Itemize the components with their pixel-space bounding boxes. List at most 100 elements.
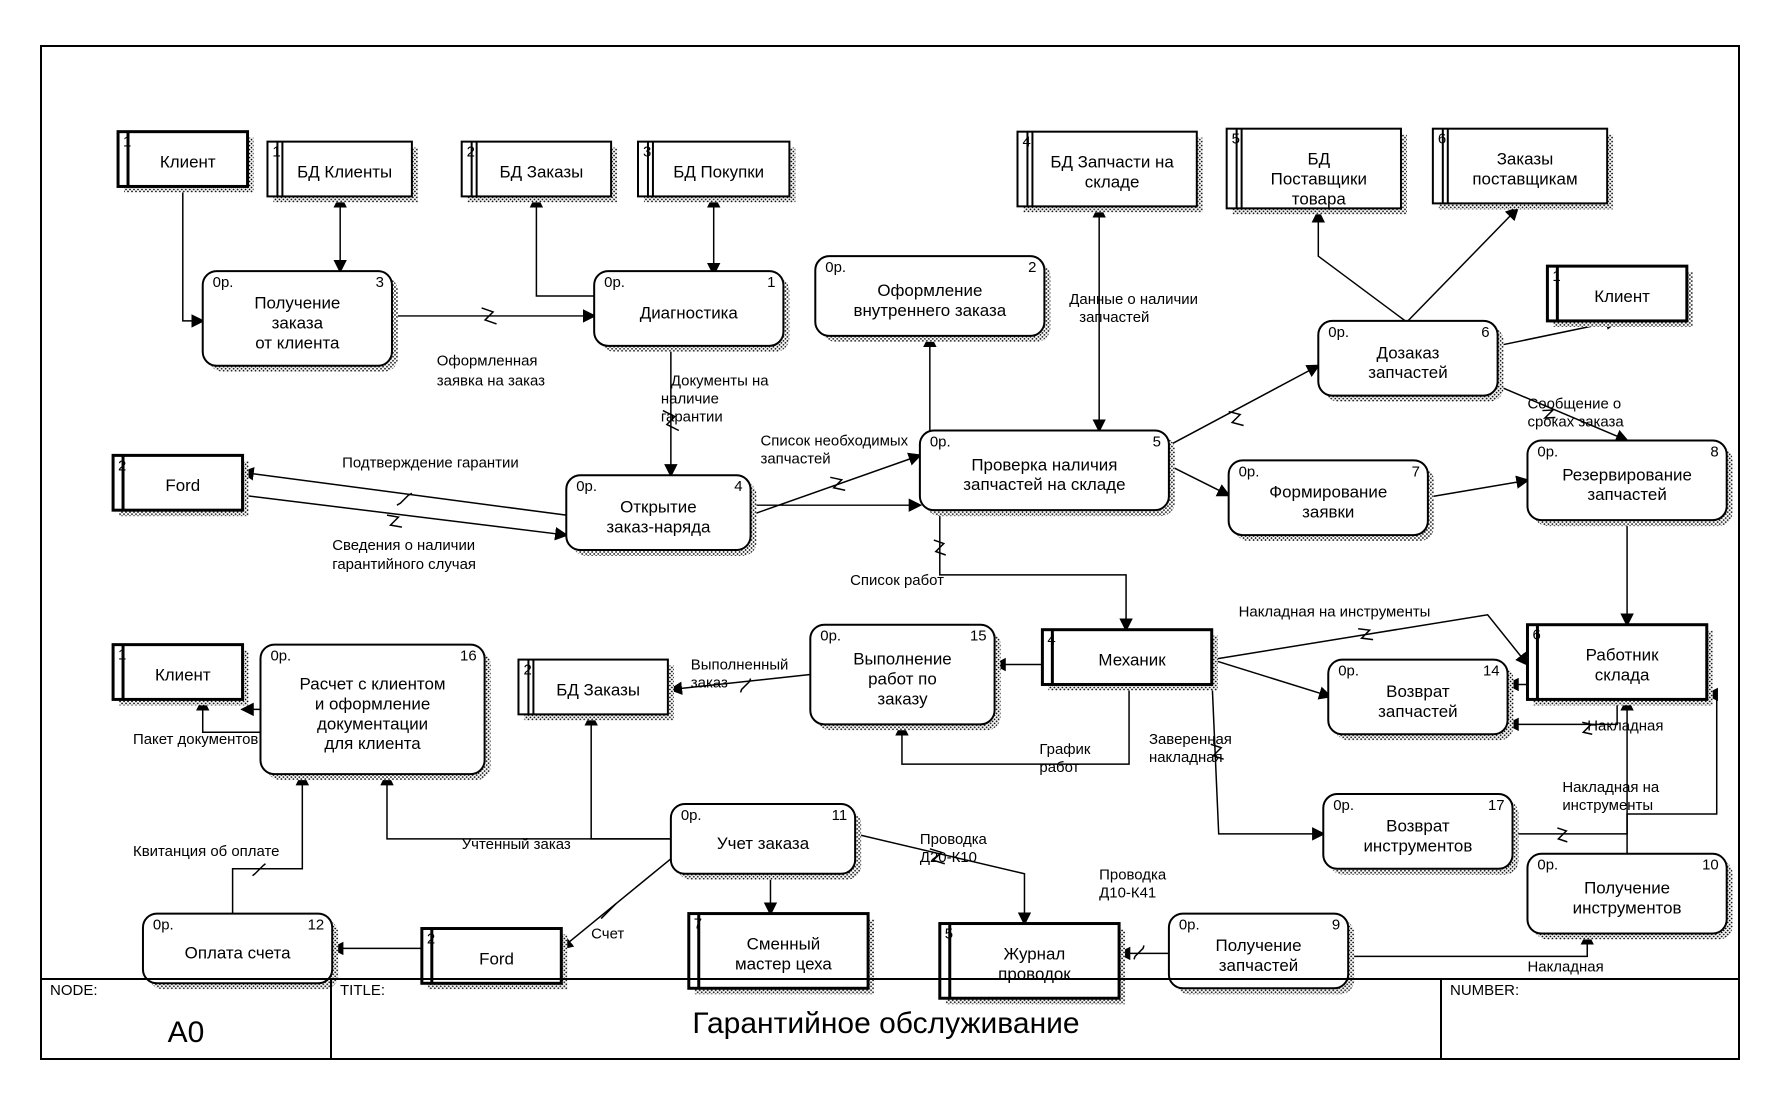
svg-text:16: 16	[460, 648, 477, 665]
svg-text:Данные о наличии: Данные о наличии	[1069, 291, 1198, 308]
svg-text:заказ: заказ	[691, 674, 728, 691]
svg-text:инструментов: инструментов	[1363, 836, 1472, 855]
svg-text:0р.: 0р.	[820, 628, 841, 645]
page: 1 Клиент 1 БД Клиенты 2БД Заказы 3 БД Покупки 4…	[0, 0, 1780, 1105]
p_diag: 0р.1Диагностика	[594, 271, 789, 352]
svg-text:1: 1	[118, 647, 126, 664]
svg-text:Клиент: Клиент	[1594, 287, 1650, 306]
svg-text:0р.: 0р.	[1338, 663, 1359, 680]
svg-text:накладная: накладная	[1149, 749, 1223, 766]
svg-text:БД Запчасти на: БД Запчасти на	[1050, 153, 1174, 172]
svg-text:Заверенная: Заверенная	[1149, 731, 1232, 748]
svg-text:0р.: 0р.	[604, 274, 625, 291]
svg-text:запчастей: запчастей	[1079, 309, 1149, 326]
svg-text:Список необходимых: Список необходимых	[761, 432, 909, 449]
svg-text:заказу: заказу	[877, 689, 928, 708]
svg-text:4: 4	[734, 478, 742, 495]
svg-text:0р.: 0р.	[1328, 324, 1349, 341]
svg-text:Оплата счета: Оплата счета	[185, 943, 291, 962]
ext_ford: 2Ford	[113, 455, 248, 516]
svg-text:Накладная на инструменты: Накладная на инструменты	[1239, 604, 1431, 621]
p_exec: 0р.15Выполнениеработ позаказу	[810, 625, 1000, 731]
svg-text:0р.: 0р.	[1333, 797, 1354, 814]
svg-text:Получение: Получение	[1216, 936, 1302, 955]
svg-text:для клиента: для клиента	[324, 734, 421, 753]
svg-text:запчастей: запчастей	[1368, 363, 1447, 382]
ds_clients: 1 БД Клиенты	[267, 142, 417, 203]
svg-text:Расчет с клиентом: Расчет с клиентом	[300, 674, 446, 693]
ds_orders2: 2БД Заказы	[518, 660, 673, 721]
footer-node-value: A0	[42, 1016, 330, 1050]
ds_orders: 2БД Заказы	[462, 142, 617, 203]
svg-text:Дозаказ: Дозаказ	[1377, 343, 1440, 362]
svg-text:БД: БД	[1308, 150, 1331, 169]
svg-text:1: 1	[1552, 268, 1560, 285]
footer-node-label: NODE:	[50, 982, 98, 999]
svg-text:1: 1	[123, 134, 131, 151]
svg-text:Клиент: Клиент	[160, 153, 216, 172]
svg-text:заказа: заказа	[272, 313, 324, 332]
svg-text:Счет: Счет	[591, 925, 624, 942]
svg-text:Сообщение о: Сообщение о	[1527, 396, 1621, 413]
svg-text:склада: склада	[1595, 665, 1650, 684]
p_form: 0р.7Формированиезаявки	[1229, 460, 1434, 541]
svg-text:работ по: работ по	[868, 669, 937, 688]
svg-text:БД Покупки: БД Покупки	[673, 162, 764, 181]
svg-text:Проводка: Проводка	[1099, 867, 1167, 884]
svg-text:Сменный: Сменный	[747, 934, 821, 953]
svg-text:Выполненный: Выполненный	[691, 657, 789, 674]
svg-text:0р.: 0р.	[681, 807, 702, 824]
svg-text:Диагностика: Диагностика	[640, 303, 739, 322]
ds_supplier_orders: 6Заказыпоставщикам	[1433, 129, 1613, 210]
svg-text:товара: товара	[1292, 189, 1347, 208]
svg-text:Документы на: Документы на	[671, 373, 769, 390]
svg-text:Сведения о наличии: Сведения о наличии	[332, 537, 475, 554]
svg-text:6: 6	[1438, 131, 1446, 148]
svg-text:Заказы: Заказы	[1497, 150, 1554, 169]
svg-text:Проверка наличия: Проверка наличия	[971, 455, 1117, 474]
svg-text:Д20-К10: Д20-К10	[920, 849, 977, 866]
svg-text:Получение: Получение	[254, 293, 340, 312]
svg-text:запчастей: запчастей	[1219, 956, 1298, 975]
svg-text:0р.: 0р.	[930, 433, 951, 450]
diagram-svg: 1 Клиент 1 БД Клиенты 2БД Заказы 3 БД Покупки 4…	[42, 47, 1738, 1058]
svg-text:Список работ: Список работ	[850, 572, 944, 589]
footer-number-cell: NUMBER:	[1442, 980, 1738, 1058]
svg-text:1: 1	[272, 144, 280, 161]
svg-text:заявка на заказ: заявка на заказ	[437, 373, 545, 390]
svg-text:Возврат: Возврат	[1386, 816, 1450, 835]
svg-text:10: 10	[1702, 857, 1719, 874]
svg-text:Механик: Механик	[1098, 651, 1166, 670]
svg-text:заказ-наряда: заказ-наряда	[606, 518, 711, 537]
svg-text:17: 17	[1488, 797, 1505, 814]
svg-text:4: 4	[1047, 632, 1055, 649]
svg-text:3: 3	[376, 274, 384, 291]
svg-text:складе: складе	[1085, 172, 1140, 191]
footer-node-cell: NODE: A0	[42, 980, 332, 1058]
svg-text:запчастей: запчастей	[1587, 485, 1666, 504]
svg-text:Проводка: Проводка	[920, 831, 988, 848]
svg-text:Накладная: Накладная	[1527, 958, 1603, 975]
svg-text:5: 5	[1153, 433, 1161, 450]
svg-text:Накладная на: Накладная на	[1562, 779, 1660, 796]
diagram-frame: 1 Клиент 1 БД Клиенты 2БД Заказы 3 БД Покупки 4…	[40, 45, 1740, 1060]
svg-text:4: 4	[1022, 134, 1030, 151]
p_dozakaz: 0р.6Дозаказзапчастей	[1318, 321, 1503, 402]
ds_purchases: 3 БД Покупки	[638, 142, 795, 203]
svg-text:мастер цеха: мастер цеха	[735, 954, 832, 973]
svg-text:Подтверждение гарантии: Подтверждение гарантии	[342, 454, 519, 471]
svg-text:БД Клиенты: БД Клиенты	[297, 162, 392, 181]
p_open_order: 0р.4Открытиезаказ-наряда	[566, 475, 756, 556]
svg-text:Формирование: Формирование	[1269, 483, 1387, 502]
svg-text:3: 3	[643, 144, 651, 161]
p_get_tools: 0р.10Получениеинструментов	[1527, 854, 1732, 940]
svg-text:гарантии: гарантии	[661, 409, 723, 426]
svg-text:0р.: 0р.	[1537, 857, 1558, 874]
svg-text:инструментов: инструментов	[1573, 899, 1682, 918]
svg-text:документации: документации	[317, 714, 428, 733]
svg-text:7: 7	[694, 916, 702, 933]
svg-text:Возврат: Возврат	[1386, 682, 1450, 701]
svg-text:работ: работ	[1039, 759, 1079, 776]
svg-text:Оформление: Оформление	[877, 281, 982, 300]
svg-text:Ford: Ford	[165, 476, 200, 495]
